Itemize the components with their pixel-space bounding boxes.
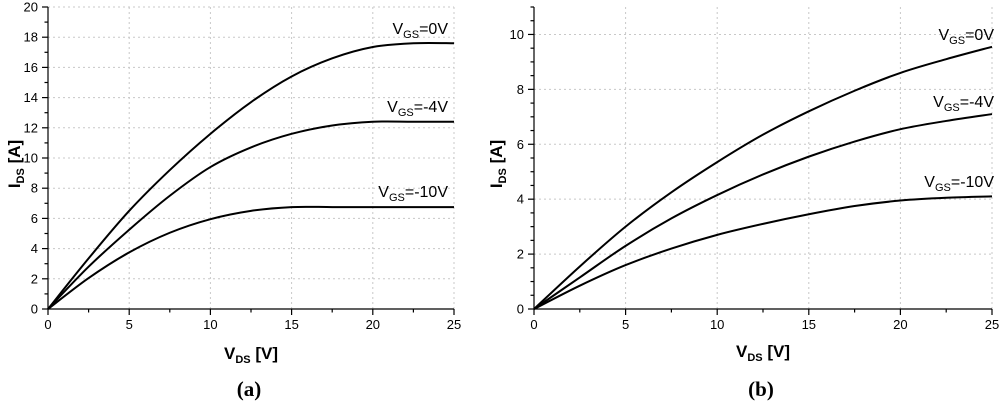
y-axis-title: IDS [A] (487, 140, 509, 188)
x-tick-label: 15 (802, 317, 816, 332)
y-axis-title-unit: [A] (487, 140, 506, 168)
y-tick-label: 14 (24, 90, 38, 105)
series-label-main: V (378, 184, 389, 201)
x-axis-title-main: V (736, 342, 748, 361)
series-label-main: V (924, 174, 935, 191)
panel-label: (b) (748, 377, 774, 401)
x-tick-label: 15 (284, 317, 298, 332)
series-line-1 (533, 45, 993, 310)
y-axis-title: IDS [A] (5, 140, 27, 188)
x-tick-label: 0 (44, 317, 51, 332)
series-label-rest: =0V (419, 21, 448, 38)
series-label-3: VGS=-10V (378, 184, 448, 204)
y-tick-label: 10 (510, 27, 524, 42)
x-axis-title-unit: [V] (251, 344, 278, 363)
series-label-main: V (387, 99, 398, 116)
x-tick-label: 5 (622, 317, 629, 332)
series-label-rest: =-10V (405, 184, 448, 201)
x-tick-label: 20 (893, 317, 907, 332)
series-line-2 (47, 120, 454, 310)
series-label-2: VGS=-4V (933, 94, 994, 114)
x-tick-label: 5 (126, 317, 133, 332)
y-tick-label: 10 (24, 151, 38, 166)
y-tick-label: 20 (24, 0, 38, 15)
x-axis-title-sub: DS (747, 352, 762, 364)
x-axis-title-sub: DS (235, 354, 250, 366)
series-line-1 (47, 41, 455, 310)
series-label-main: V (933, 94, 944, 111)
series-label-rest: =-4V (414, 99, 449, 116)
series-label-main: V (939, 27, 950, 44)
series-label-sub: GS (403, 29, 419, 41)
x-axis-title: VDS [V] (224, 344, 278, 366)
series-label-1: VGS=0V (393, 21, 449, 41)
y-tick-label: 2 (517, 247, 524, 262)
x-axis-title: VDS [V] (736, 342, 790, 364)
series-label-rest: =0V (965, 27, 994, 44)
series-line-3 (533, 195, 993, 310)
y-tick-label: 4 (517, 192, 524, 207)
series-label-sub: GS (389, 192, 405, 204)
series-line-3 (47, 205, 454, 310)
series-label-sub: GS (949, 35, 965, 47)
y-tick-label: 6 (517, 137, 524, 152)
x-tick-label: 25 (985, 317, 999, 332)
series-label-rest: =-10V (951, 174, 994, 191)
x-tick-label: 10 (203, 317, 217, 332)
x-tick-label: 10 (710, 317, 724, 332)
series-label-3: VGS=-10V (924, 174, 994, 194)
y-axis-title-sub: DS (497, 168, 509, 183)
y-tick-label: 16 (24, 60, 38, 75)
x-tick-label: 0 (530, 317, 537, 332)
y-tick-label: 18 (24, 30, 38, 45)
series-label-rest: =-4V (960, 94, 995, 111)
series-line-2 (533, 113, 993, 310)
series-label-main: V (393, 21, 404, 38)
x-tick-label: 25 (447, 317, 461, 332)
series-label-sub: GS (398, 107, 414, 119)
y-axis-title-sub: DS (15, 168, 27, 183)
y-tick-label: 0 (517, 302, 524, 317)
y-axis-title-main: I (487, 183, 506, 188)
y-tick-label: 12 (24, 120, 38, 135)
y-tick-label: 8 (517, 82, 524, 97)
series-label-1: VGS=0V (939, 27, 995, 47)
y-tick-label: 4 (31, 241, 38, 256)
series-label-sub: GS (935, 182, 951, 194)
x-axis-title-main: V (224, 344, 236, 363)
y-axis-title-main: I (5, 183, 24, 188)
series-label-2: VGS=-4V (387, 99, 448, 119)
y-tick-label: 2 (31, 271, 38, 286)
panel-label: (a) (237, 377, 262, 401)
y-tick-label: 0 (31, 302, 38, 317)
x-tick-label: 20 (366, 317, 380, 332)
y-tick-label: 6 (31, 211, 38, 226)
x-axis-title-unit: [V] (763, 342, 790, 361)
y-tick-label: 8 (31, 181, 38, 196)
y-axis-title-unit: [A] (5, 140, 24, 168)
series-label-sub: GS (944, 102, 960, 114)
